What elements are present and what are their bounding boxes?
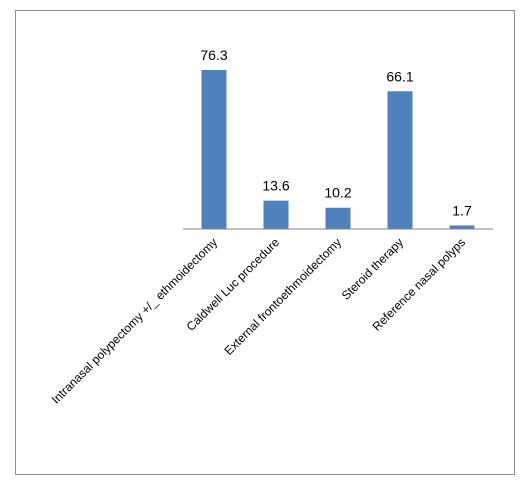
bar-4 <box>387 91 413 229</box>
bar-2 <box>263 200 289 229</box>
data-label-5: 1.7 <box>452 202 472 218</box>
bar-5 <box>449 225 475 229</box>
data-label-4: 66.1 <box>386 68 413 84</box>
bar-1 <box>201 70 227 229</box>
bars-group <box>201 70 475 229</box>
category-labels-group: Intranasal polypectomy +/_ ethmoidectomy… <box>49 235 468 407</box>
data-labels-group: 76.3 13.6 10.2 66.1 1.7 <box>200 47 472 218</box>
category-label-4: Steroid therapy <box>339 235 406 302</box>
data-label-2: 13.6 <box>262 178 289 194</box>
bar-3 <box>325 207 351 229</box>
category-label-3: External frontoethmoidectomy <box>221 235 344 358</box>
chart-frame <box>15 10 515 475</box>
data-label-3: 10.2 <box>324 185 351 201</box>
data-label-1: 76.3 <box>200 47 227 63</box>
